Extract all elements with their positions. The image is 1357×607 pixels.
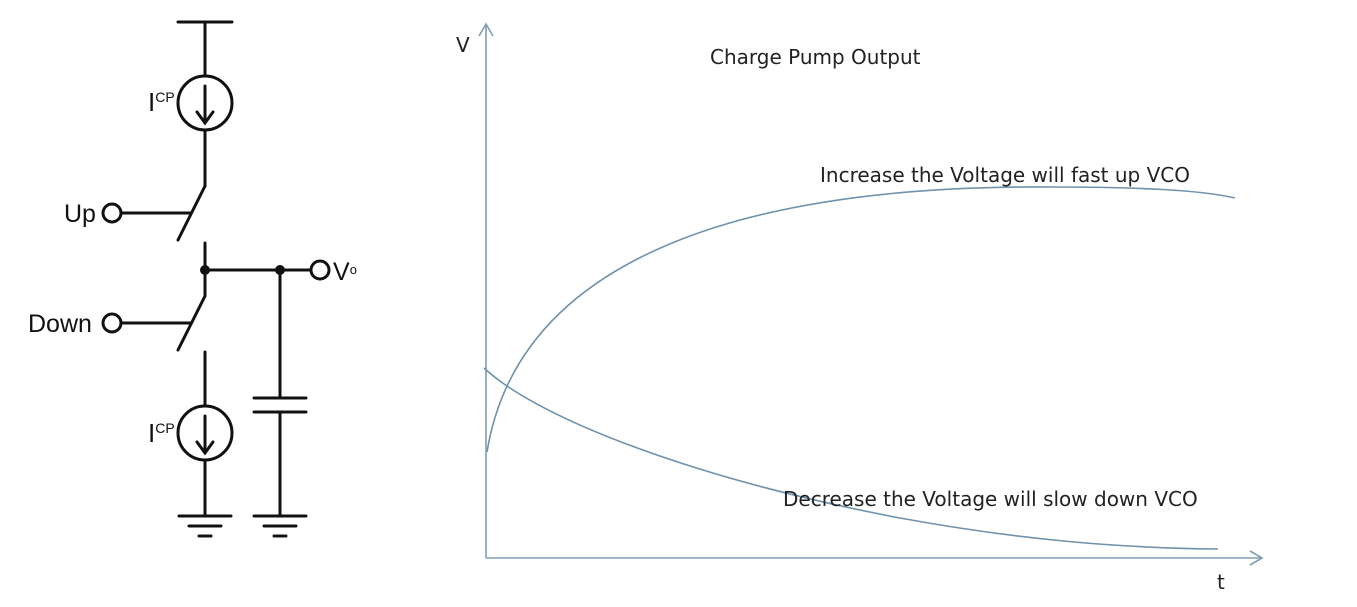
down-terminal	[101, 312, 123, 334]
decrease-curve	[483, 367, 1219, 550]
up-label: Up	[64, 200, 96, 228]
top-current-source	[176, 74, 234, 132]
bottom-source-arrow-head	[195, 440, 215, 456]
x-axis-label: t	[1217, 570, 1225, 594]
cap-ground-icon	[252, 514, 308, 538]
bottom-current-source	[176, 404, 234, 462]
output-label: Vo	[333, 258, 357, 286]
y-axis-label: V	[456, 33, 470, 57]
increase-curve	[486, 186, 1236, 453]
top-source-arrow-head	[195, 110, 215, 126]
source-ground-icon	[177, 514, 233, 538]
top-source-label: ICP	[148, 87, 175, 117]
down-label: Down	[28, 310, 92, 338]
charge-pump-graph: V t Charge Pump Output Increase the Volt…	[456, 22, 1264, 594]
increase-annotation: Increase the Voltage will fast up VCO	[820, 163, 1190, 187]
charge-pump-circuit: ICP Up Down Vo	[28, 20, 357, 538]
decrease-annotation: Decrease the Voltage will slow down VCO	[783, 487, 1198, 511]
y-axis-arrow	[478, 22, 494, 37]
graph-title: Charge Pump Output	[710, 45, 921, 69]
output-terminal	[309, 259, 331, 281]
up-terminal	[101, 202, 123, 224]
x-axis-arrow	[1249, 550, 1264, 566]
bottom-source-label: ICP	[148, 418, 175, 448]
switch-node-dot	[200, 265, 210, 275]
